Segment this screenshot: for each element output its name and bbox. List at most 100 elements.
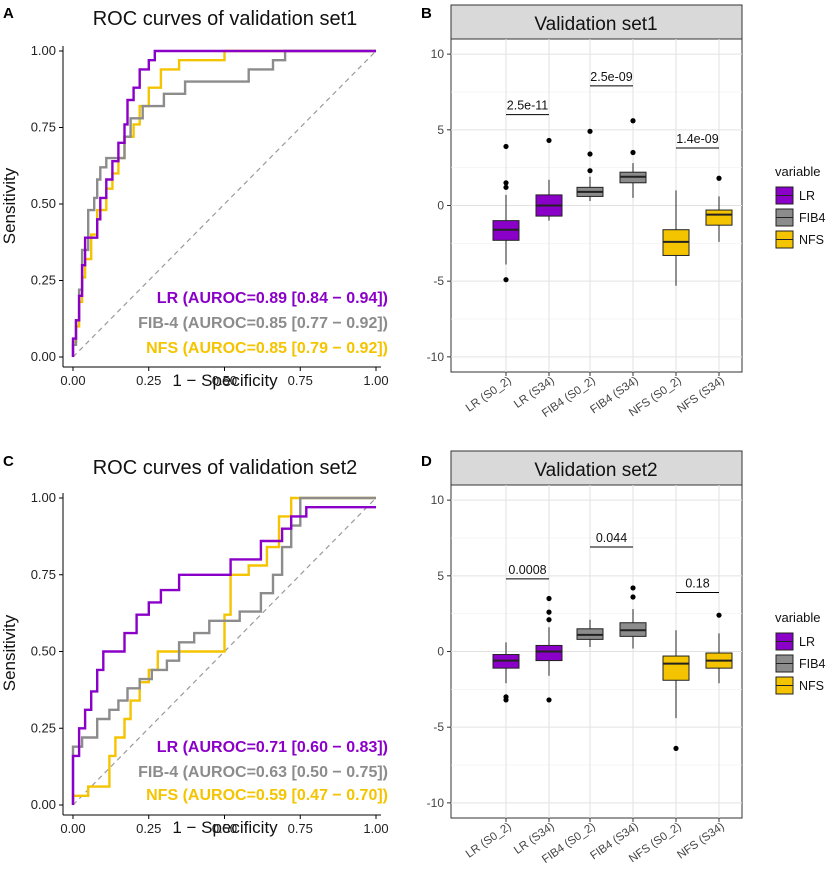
roc2-y-tick-label: 0.75 [31, 567, 56, 582]
box2-box-lr [535, 644, 563, 662]
box1-box-nfs [705, 209, 733, 226]
box2-legend-label: NFS [799, 679, 824, 693]
roc1-reference-diagonal [72, 50, 377, 358]
box2-outlier [630, 594, 636, 600]
roc2-curve-nfs [71, 496, 376, 805]
panel-letter-a: A [3, 5, 14, 22]
box1-outlier [503, 277, 509, 283]
box2-pvalue-label: 0.18 [685, 576, 709, 590]
box1-y-tick-label: -5 [433, 274, 444, 288]
box1-y-tick-label: -10 [427, 350, 445, 364]
roc1-auroc-label-fib4: FIB-4 (AUROC=0.85 [0.77 − 0.92]) [138, 315, 388, 332]
roc2-x-tick-label: 1.00 [363, 821, 388, 836]
box2-strip [450, 450, 743, 486]
box1-outlier [587, 128, 593, 134]
box2-x-tick-label: NFS (S34) [675, 821, 727, 862]
box2-legend-key-nfs: NFS [775, 676, 824, 695]
box2-outlier [546, 697, 552, 703]
box2-y-tick-label: 5 [437, 569, 444, 583]
roc2-curve-lr [71, 506, 376, 805]
box1-outlier [630, 118, 636, 124]
box1-outlier [587, 168, 593, 174]
box1-y-tick-label: 10 [431, 47, 445, 61]
box1-outlier [587, 151, 593, 157]
roc2-auroc-label-fib4: FIB-4 (AUROC=0.63 [0.50 − 0.75]) [138, 764, 388, 781]
panel-letter-b: B [421, 5, 432, 22]
box1-strip-title: Validation set1 [534, 14, 657, 35]
box1-legend-label: LR [799, 189, 815, 203]
box1-outlier [630, 149, 636, 156]
box2-legend-title: variable [775, 610, 821, 625]
roc2-curve-fib4 [71, 496, 376, 805]
box1-outlier [503, 180, 509, 186]
roc2-ylabel: Sensitivity [0, 614, 19, 691]
roc1-title: ROC curves of validation set1 [93, 8, 358, 30]
box1-x-tick-label: LR (S0_2) [464, 375, 514, 415]
roc1-y-tick-label: 0.25 [31, 273, 56, 288]
roc1-x-tick-label: 1.00 [363, 373, 388, 388]
box2-strip-title: Validation set2 [534, 460, 657, 481]
box1-y-tick-label: 0 [437, 199, 444, 213]
box2-box-nfs [662, 655, 690, 681]
roc2-x-tick-label: 0.00 [60, 821, 85, 836]
box1-outlier [503, 184, 509, 190]
box2-y-tick-label: -5 [433, 720, 444, 734]
roc1-curve-lr [71, 49, 376, 357]
roc2-y-tick-label: 0.25 [31, 720, 56, 735]
roc2-y-tick-label: 0.50 [31, 644, 56, 659]
box1-legend-label: NFS [799, 233, 824, 247]
roc1-y-tick-label: 1.00 [31, 43, 56, 58]
box2-outlier [716, 612, 722, 618]
roc2-y-tick-label: 1.00 [31, 490, 56, 505]
box2-pvalue-label: 0.0008 [508, 563, 546, 577]
roc1-x-tick-label: 0.25 [136, 373, 161, 388]
box2-y-tick-label: 0 [437, 645, 444, 659]
roc1-x-tick-label: 0.50 [212, 373, 237, 388]
box1-strip [450, 4, 743, 40]
box2-outlier [546, 609, 552, 615]
box2-outlier [503, 697, 509, 703]
box1-outlier [716, 175, 722, 181]
box1-outlier [546, 137, 552, 144]
roc2-title: ROC curves of validation set2 [93, 457, 358, 479]
roc2-x-tick-label: 0.50 [212, 821, 237, 836]
box1-outlier [503, 143, 509, 150]
box2-outlier [630, 585, 636, 591]
box1-pvalue-label: 1.4e-09 [676, 132, 718, 146]
box2-legend-label: LR [799, 635, 815, 649]
roc1-y-tick-label: 0.75 [31, 120, 56, 135]
box2-y-tick-label: -10 [427, 796, 445, 810]
box1-y-tick-label: 5 [437, 123, 444, 137]
panel-letter-d: D [421, 453, 432, 470]
box2-legend-key-fib4: FIB4 [775, 654, 825, 673]
roc1-xlabel: 1 − Specificity [172, 371, 278, 390]
roc1-x-tick-label: 0.00 [60, 373, 85, 388]
roc1-ylabel: Sensitivity [0, 167, 19, 244]
box2-pvalue-label: 0.044 [596, 531, 627, 545]
box2-outlier [546, 617, 552, 623]
box1-pvalue-label: 2.5e-09 [590, 70, 632, 84]
box1-legend-key-nfs: NFS [775, 230, 824, 249]
box2-y-tick-label: 10 [431, 493, 445, 507]
box2-x-tick-label: LR (S0_2) [464, 821, 514, 861]
roc2-plot: 0.00 0.25 0.50 0.75 1.00 0.00 0.25 0.50 0.75 1.00… [31, 490, 389, 836]
box1-legend-label: FIB4 [799, 211, 825, 225]
box2-outlier [673, 745, 679, 751]
roc2-auroc-label-nfs: NFS (AUROC=0.59 [0.47 − 0.70]) [146, 787, 388, 804]
roc1-auroc-label-nfs: NFS (AUROC=0.85 [0.79 − 0.92]) [146, 340, 388, 357]
roc1-x-tick-label: 0.75 [288, 373, 313, 388]
roc2-auroc-label-lr: LR (AUROC=0.71 [0.60 − 0.83]) [157, 739, 388, 756]
roc2-y-tick-label: 0.00 [31, 797, 56, 812]
roc2-xlabel: 1 − Specificity [172, 818, 278, 837]
roc1-auroc-label-lr: LR (AUROC=0.89 [0.84 − 0.94]) [157, 290, 388, 307]
box2-outlier [546, 595, 552, 602]
box2-legend-key-lr: LR [775, 632, 815, 651]
roc1-y-tick-label: 0.00 [31, 349, 56, 364]
box2-legend-label: FIB4 [799, 657, 825, 671]
box1-legend-key-lr: LR [775, 186, 815, 205]
panel-letter-c: C [3, 453, 14, 470]
box1-legend-title: variable [775, 164, 821, 179]
